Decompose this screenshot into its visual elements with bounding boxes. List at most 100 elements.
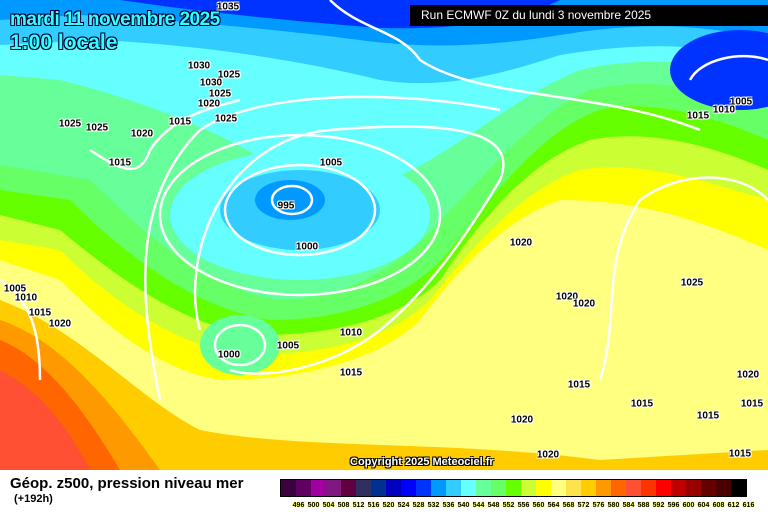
color-swatch (611, 480, 626, 496)
color-swatch (296, 480, 311, 496)
color-scale-label: 584 (622, 502, 635, 509)
color-swatch (506, 480, 521, 496)
color-swatch (521, 480, 536, 496)
isobars (0, 0, 768, 401)
color-scale-label: 572 (577, 502, 590, 509)
color-scale-label: 524 (397, 502, 410, 509)
low-cyan-2 (200, 315, 280, 375)
run-info: Run ECMWF 0Z du lundi 3 novembre 2025 (410, 5, 768, 26)
isobar-label: 1010 (339, 327, 363, 339)
color-swatch (431, 480, 446, 496)
color-swatch (581, 480, 596, 496)
color-scale-label: 508 (337, 502, 350, 509)
color-scale-label: 536 (442, 502, 455, 509)
isobar-label: 1015 (108, 157, 132, 169)
color-scale-label: 564 (547, 502, 560, 509)
color-scale-label: 592 (652, 502, 665, 509)
contour-orange (0, 300, 768, 470)
color-scale-labels: 496 500 504 508 512 516 520 524 528 532 536 540 544 5… (291, 502, 756, 509)
isobar-label: 1025 (58, 118, 82, 130)
color-scale-label: 512 (352, 502, 365, 509)
forecast-date: mardi 11 novembre 2025 (10, 9, 220, 30)
color-scale-label: 540 (457, 502, 470, 509)
color-scale-label: 576 (592, 502, 605, 509)
isobar-label: 1005 (319, 157, 343, 169)
color-swatch (356, 480, 371, 496)
color-scale-label: 560 (532, 502, 545, 509)
isobar-label: 1020 (736, 369, 760, 381)
isobar-label: 1030 (187, 60, 211, 72)
color-scale-label: 552 (502, 502, 515, 509)
isobar-label: 1020 (536, 449, 560, 461)
isobar-label: 1015 (696, 410, 720, 422)
map-title: Géop. z500, pression niveau mer (10, 475, 244, 492)
color-swatch (731, 480, 746, 496)
color-swatch (401, 480, 416, 496)
isobar-label: 1005 (276, 340, 300, 352)
color-scale-label: 616 (742, 502, 755, 509)
isobar-label: 1015 (339, 367, 363, 379)
color-swatch (596, 480, 611, 496)
color-swatch (416, 480, 431, 496)
color-swatch (671, 480, 686, 496)
color-scale-label: 588 (637, 502, 650, 509)
color-swatch (311, 480, 326, 496)
color-scale-label: 556 (517, 502, 530, 509)
isobar-label: 1005 (729, 96, 753, 108)
isobar-label: 1020 (48, 318, 72, 330)
color-swatch (536, 480, 551, 496)
color-scale-label: 600 (682, 502, 695, 509)
isobar-label: 1015 (168, 116, 192, 128)
color-swatch (701, 480, 716, 496)
color-swatch (686, 480, 701, 496)
isobar-label: 1025 (208, 88, 232, 100)
isobar-label: 1000 (295, 241, 319, 253)
color-scale-label: 504 (322, 502, 335, 509)
isobar-label: 1025 (214, 113, 238, 125)
legend-footer: Géop. z500, pression niveau mer (+192h) … (0, 470, 768, 512)
isobar-label: 995 (277, 200, 295, 212)
color-scale-label: 548 (487, 502, 500, 509)
isobar-label: 1010 (712, 104, 736, 116)
color-scale-label: 516 (367, 502, 380, 509)
isobar-label: 1020 (555, 291, 579, 303)
color-scale-label: 544 (472, 502, 485, 509)
color-scale-label: 520 (382, 502, 395, 509)
color-swatch (341, 480, 356, 496)
color-scale-label: 496 (292, 502, 305, 509)
isobar-label: 1020 (197, 98, 221, 110)
color-swatch (551, 480, 566, 496)
contour-red (0, 370, 90, 470)
color-swatch (641, 480, 656, 496)
color-swatch (656, 480, 671, 496)
forecast-range: (+192h) (14, 493, 53, 505)
color-swatch (461, 480, 476, 496)
isobar-label: 1015 (686, 110, 710, 122)
color-scale-label: 568 (562, 502, 575, 509)
color-swatch (326, 480, 341, 496)
isobar-label: 1000 (217, 349, 241, 361)
isobar-label: 1015 (28, 307, 52, 319)
copyright: Copyright 2025 Meteociel.fr (350, 456, 494, 468)
color-swatch (626, 480, 641, 496)
color-swatch (281, 480, 296, 496)
color-swatch (446, 480, 461, 496)
color-scale-label: 604 (697, 502, 710, 509)
isobar-label: 1025 (85, 122, 109, 134)
color-scale-label: 612 (727, 502, 740, 509)
contour-deepblue-ne (670, 30, 768, 110)
isobar-label: 1025 (217, 69, 241, 81)
color-swatch (566, 480, 581, 496)
isobar-label: 1020 (509, 237, 533, 249)
color-scale-label: 596 (667, 502, 680, 509)
color-swatch (476, 480, 491, 496)
color-scale-label: 532 (427, 502, 440, 509)
color-swatch (371, 480, 386, 496)
color-swatch (716, 480, 731, 496)
isobar-label: 1035 (216, 1, 240, 13)
color-scale-label: 608 (712, 502, 725, 509)
isobar-label: 1010 (14, 292, 38, 304)
isobar-label: 1020 (130, 128, 154, 140)
isobar-label: 1020 (572, 298, 596, 310)
isobar-label: 1025 (680, 277, 704, 289)
